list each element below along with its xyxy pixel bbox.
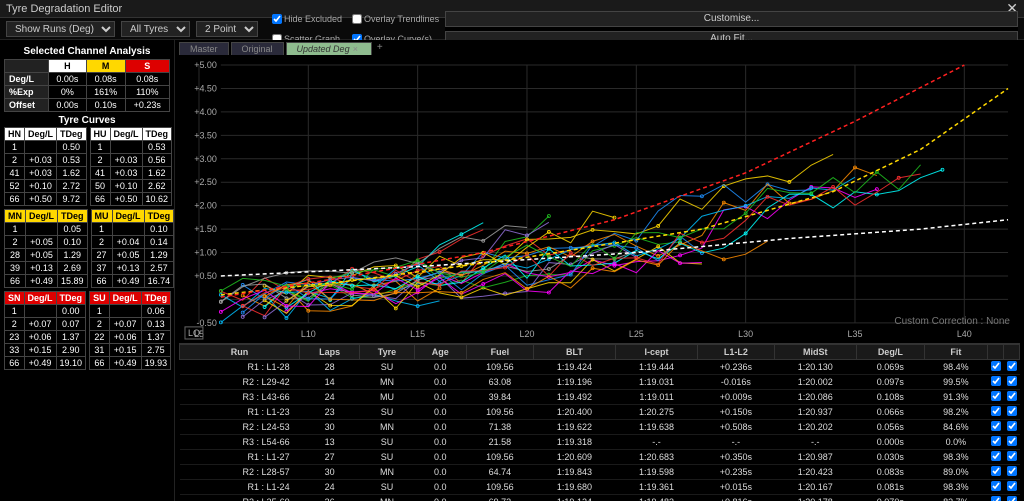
runs-col[interactable]: MidSt [774, 345, 856, 360]
curve-table-hu: HUDeg/LTDeg10.532+0.030.5641+0.031.6250+… [90, 127, 173, 206]
runs-col[interactable]: Fuel [466, 345, 533, 360]
runs-col[interactable]: Run [180, 345, 300, 360]
cb-hide-excluded[interactable]: Hide Excluded [272, 14, 342, 24]
all-tyres-select[interactable]: All Tyres [121, 21, 190, 37]
run-checkbox[interactable] [1007, 361, 1017, 371]
run-checkbox[interactable] [991, 421, 1001, 431]
svg-text:+2.00: +2.00 [194, 201, 217, 211]
svg-text:L15: L15 [410, 329, 425, 339]
svg-text:L35: L35 [847, 329, 862, 339]
run-checkbox[interactable] [991, 481, 1001, 491]
sca-row-label: Deg/L [5, 73, 49, 86]
tyre-curves-title: Tyre Curves [4, 112, 170, 127]
svg-text:+2.50: +2.50 [194, 177, 217, 187]
sca-title: Selected Channel Analysis [4, 44, 170, 59]
svg-text:L20: L20 [520, 329, 535, 339]
tab-original[interactable]: Original [231, 42, 284, 55]
run-checkbox[interactable] [1007, 466, 1017, 476]
table-row[interactable]: R1 : L1-2828SU0.0109.561:19.4241:19.444+… [180, 360, 1020, 375]
table-row[interactable]: R1 : L1-2727SU0.0109.561:20.6091:20.683+… [180, 450, 1020, 465]
run-checkbox[interactable] [1007, 391, 1017, 401]
run-checkbox[interactable] [991, 361, 1001, 371]
run-checkbox[interactable] [1007, 436, 1017, 446]
tab-master[interactable]: Master [179, 42, 229, 55]
tab-updated[interactable]: Updated Deg× [286, 42, 372, 55]
sca-row-label: Offset [5, 99, 49, 112]
svg-text:+5.00: +5.00 [194, 60, 217, 70]
svg-text:L10: L10 [301, 329, 316, 339]
run-checkbox[interactable] [991, 496, 1001, 501]
svg-text:L25: L25 [629, 329, 644, 339]
run-checkbox[interactable] [991, 451, 1001, 461]
run-checkbox[interactable] [1007, 406, 1017, 416]
two-point-select[interactable]: 2 Point [196, 21, 258, 37]
table-row[interactable]: R2 : L25-6036MN0.069.721:19.1241:19.483+… [180, 495, 1020, 501]
runs-col[interactable]: Fit [924, 345, 987, 360]
svg-text:+0.50: +0.50 [194, 271, 217, 281]
run-checkbox[interactable] [991, 406, 1001, 416]
tab-add-icon[interactable]: + [374, 42, 386, 55]
table-row[interactable]: R3 : L54-6613SU0.021.581:19.318-.--.--.-… [180, 435, 1020, 450]
custom-correction-label: Custom Correction : None [894, 316, 1010, 327]
curve-table-mu: MUDeg/LTDeg10.102+0.040.1427+0.051.2937+… [91, 209, 175, 288]
svg-text:-0.50: -0.50 [196, 318, 216, 328]
toolbar: Show Runs (Deg) All Tyres 2 Point Hide E… [0, 18, 1024, 40]
window-title: Tyre Degradation Editor [6, 3, 122, 15]
runs-col[interactable]: Laps [300, 345, 360, 360]
cb-overlay-trendlines[interactable]: Overlay Trendlines [352, 14, 439, 24]
svg-text:+4.50: +4.50 [194, 83, 217, 93]
run-checkbox[interactable] [1007, 481, 1017, 491]
run-checkbox[interactable] [991, 376, 1001, 386]
run-checkbox[interactable] [991, 391, 1001, 401]
table-row[interactable]: R3 : L43-6624MU0.039.841:19.4921:19.011+… [180, 390, 1020, 405]
show-runs-select[interactable]: Show Runs (Deg) [6, 21, 115, 37]
sca-row-label: %Exp [5, 86, 49, 99]
chart-area[interactable]: +5.00 +4.50 +4.00 +3.50 +3.00 +2.50 +2.00 +1.50… [181, 59, 1018, 341]
run-checkbox[interactable] [1007, 421, 1017, 431]
runs-col[interactable]: BLT [533, 345, 615, 360]
svg-text:L30: L30 [738, 329, 753, 339]
svg-text:L40: L40 [957, 329, 972, 339]
curve-table-su: SUDeg/LTDeg10.062+0.070.1322+0.061.3731+… [89, 291, 171, 370]
table-row[interactable]: R1 : L1-2424SU0.0109.561:19.6801:19.361+… [180, 480, 1020, 495]
table-row[interactable]: R1 : L1-2323SU0.0109.561:20.4001:20.275+… [180, 405, 1020, 420]
left-panel: Selected Channel Analysis HMS Deg/L0.00s… [0, 40, 175, 501]
table-row[interactable]: R2 : L29-4214MN0.063.081:19.1961:19.031-… [180, 375, 1020, 390]
curve-table-hn: HNDeg/LTDeg10.502+0.030.5341+0.031.6252+… [4, 127, 87, 206]
runs-col[interactable]: Age [414, 345, 466, 360]
runs-col[interactable]: Tyre [360, 345, 415, 360]
svg-text:+1.50: +1.50 [194, 224, 217, 234]
svg-text:+3.50: +3.50 [194, 130, 217, 140]
run-checkbox[interactable] [1007, 496, 1017, 501]
run-checkbox[interactable] [1007, 376, 1017, 386]
run-checkbox[interactable] [991, 466, 1001, 476]
checkbox-group: Hide Excluded Scatter Graph Overlay Tren… [272, 14, 439, 44]
runs-col[interactable]: L1-L2 [698, 345, 775, 360]
table-row[interactable]: R2 : L24-5330MN0.071.381:19.6221:19.638+… [180, 420, 1020, 435]
tab-close-icon[interactable]: × [350, 44, 361, 54]
runs-col[interactable]: I-cept [616, 345, 698, 360]
run-checkbox[interactable] [1007, 451, 1017, 461]
svg-text:+1.00: +1.00 [194, 248, 217, 258]
sca-table: HMS Deg/L0.00s0.08s0.08s%Exp0%161%110%Of… [4, 59, 170, 112]
runs-table[interactable]: RunLapsTyreAgeFuelBLTI-ceptL1-L2MidStDeg… [179, 343, 1020, 501]
customise-button[interactable]: Customise... [445, 11, 1018, 27]
svg-text:LO: LO [188, 328, 200, 338]
tabs: Master Original Updated Deg× + [175, 40, 1024, 57]
table-row[interactable]: R2 : L28-5730MN0.064.741:19.8431:19.598+… [180, 465, 1020, 480]
curve-table-mn: MNDeg/LTDeg10.052+0.050.1028+0.051.2939+… [4, 209, 88, 288]
curve-table-sn: SNDeg/LTDeg10.002+0.070.0723+0.061.3733+… [4, 291, 86, 370]
svg-text:+4.00: +4.00 [194, 107, 217, 117]
runs-col[interactable]: Deg/L [856, 345, 924, 360]
svg-text:+3.00: +3.00 [194, 154, 217, 164]
run-checkbox[interactable] [991, 436, 1001, 446]
